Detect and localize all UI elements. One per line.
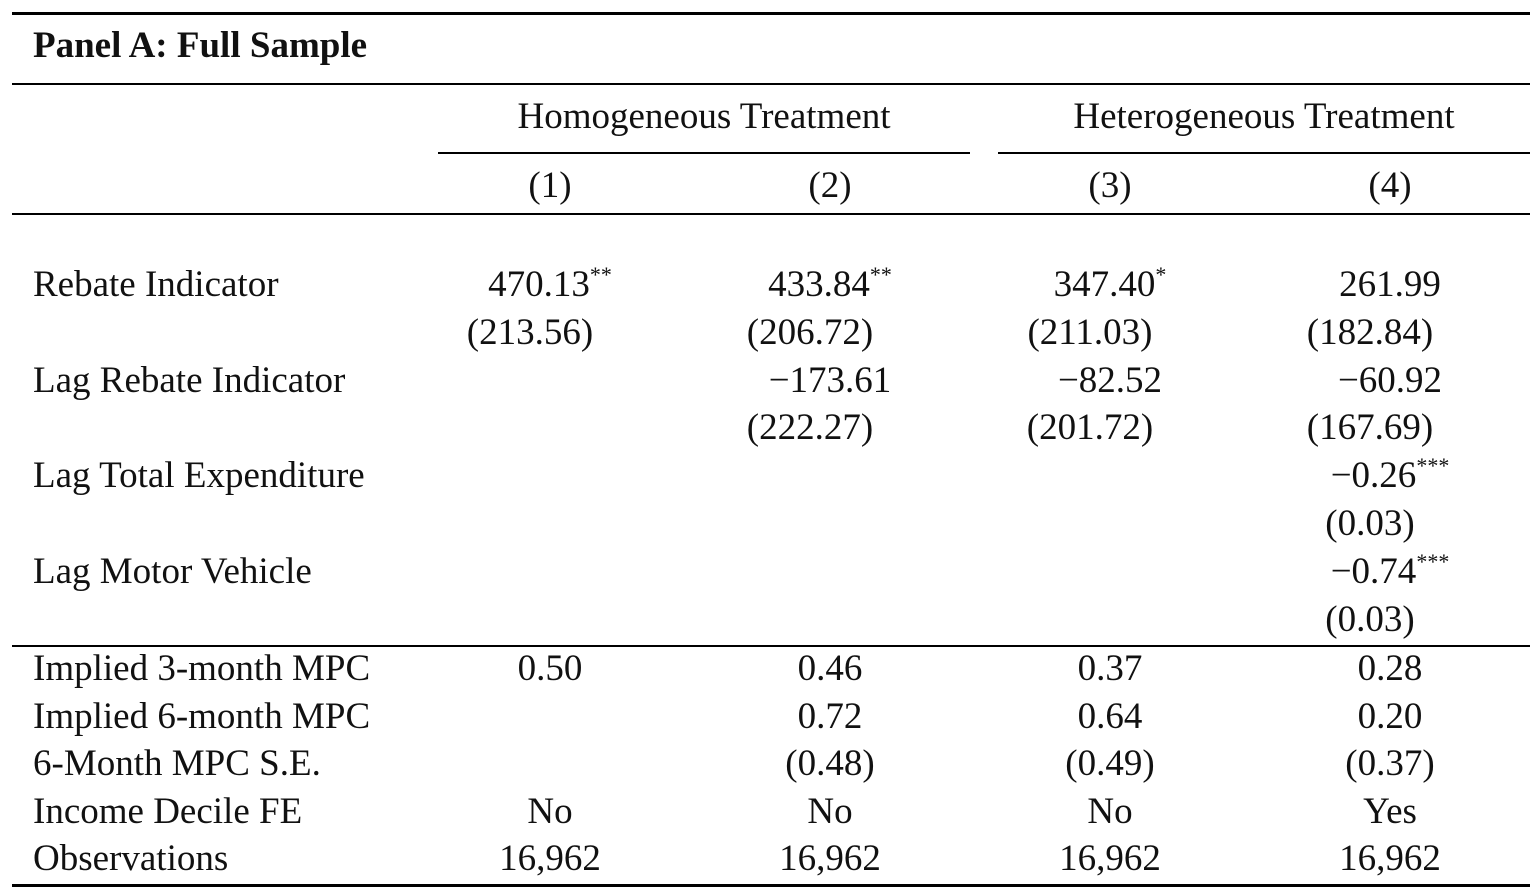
coefficient-value: −60.92 xyxy=(1337,359,1443,401)
column-header-3: (3) xyxy=(1088,165,1132,206)
standard-error-cell: (167.69) xyxy=(1306,407,1434,449)
significance-stars: *** xyxy=(1416,453,1450,479)
stat-label: 6-Month MPC S.E. xyxy=(33,743,321,784)
top-rule xyxy=(12,12,1530,15)
significance-stars: * xyxy=(1155,262,1167,287)
row-label: Lag Motor Vehicle xyxy=(33,550,312,592)
stat-value: (0.49) xyxy=(1065,743,1155,784)
coefficient-cell: −60.92 xyxy=(1280,357,1500,405)
coefficient-cell: −173.61 xyxy=(720,357,940,405)
regression-table: Panel A: Full Sample Homogeneous Treatme… xyxy=(12,0,1530,892)
stat-value: 0.37 xyxy=(1077,648,1143,689)
group-header-homogeneous: Homogeneous Treatment xyxy=(517,96,891,137)
coefficient-value: 261.99 xyxy=(1339,264,1441,305)
coefficient-value: −0.74 xyxy=(1330,550,1417,592)
standard-error-cell: (0.03) xyxy=(1325,598,1415,640)
bottom-rule xyxy=(12,884,1530,887)
stat-value: (0.37) xyxy=(1345,743,1435,784)
column-header-1: (1) xyxy=(528,165,572,206)
coefficient-cell: −82.52 xyxy=(1000,357,1220,405)
group-header-heterogeneous: Heterogeneous Treatment xyxy=(1073,96,1455,137)
row-label: Lag Total Expenditure xyxy=(33,455,365,497)
coefficient-cell: 347.40* xyxy=(1000,261,1220,309)
significance-stars: *** xyxy=(1416,548,1450,574)
significance-stars: ** xyxy=(869,262,892,287)
stat-value: No xyxy=(807,790,853,832)
stat-value: 16,962 xyxy=(779,838,881,879)
stat-value: Yes xyxy=(1363,790,1417,832)
coefficient-cell: 433.84** xyxy=(720,261,940,309)
coefficient-cell: −0.74*** xyxy=(1280,548,1500,596)
standard-error-cell: (213.56) xyxy=(466,311,594,353)
stat-label: Income Decile FE xyxy=(33,790,303,832)
standard-error-cell: (201.72) xyxy=(1026,407,1154,449)
stat-value: 0.28 xyxy=(1357,648,1423,689)
stat-value: No xyxy=(527,790,573,832)
significance-stars: ** xyxy=(589,262,612,287)
coefficient-value: −82.52 xyxy=(1057,359,1163,401)
stat-value: 16,962 xyxy=(499,838,601,879)
column-header-4: (4) xyxy=(1368,165,1412,206)
standard-error-cell: (0.03) xyxy=(1325,503,1415,544)
standard-error-cell: (211.03) xyxy=(1027,311,1153,353)
stat-value: 0.72 xyxy=(797,695,863,737)
stat-label: Implied 3-month MPC xyxy=(33,648,371,689)
standard-error-cell: (222.27) xyxy=(746,407,874,449)
panel-title: Panel A: Full Sample xyxy=(33,25,368,66)
standard-error-cell: (206.72) xyxy=(746,311,874,353)
standard-error-cell: (182.84) xyxy=(1306,311,1434,353)
stat-label: Observations xyxy=(33,838,229,879)
group-rule-heterogeneous xyxy=(998,152,1530,154)
coefficient-value: 347.40 xyxy=(1053,264,1156,305)
stat-value: 0.64 xyxy=(1077,695,1143,737)
stat-value: 16,962 xyxy=(1339,838,1441,879)
header-rule xyxy=(12,213,1530,215)
row-label: Lag Rebate Indicator xyxy=(33,359,346,401)
coefficient-cell: 470.13** xyxy=(440,261,660,309)
coefficient-cell: 261.99 xyxy=(1280,261,1500,309)
stat-value: 16,962 xyxy=(1059,838,1161,879)
panel-rule xyxy=(12,83,1530,85)
stats-rule xyxy=(12,645,1530,647)
stat-value: 0.50 xyxy=(517,648,583,689)
coefficient-value: −0.26 xyxy=(1330,455,1417,497)
stat-value: 0.46 xyxy=(797,648,863,689)
row-label: Rebate Indicator xyxy=(33,264,279,305)
coefficient-value: 433.84 xyxy=(768,264,870,305)
stat-value: 0.20 xyxy=(1357,695,1423,737)
coefficient-value: −173.61 xyxy=(768,359,892,401)
group-rule-homogeneous xyxy=(438,152,970,154)
column-header-2: (2) xyxy=(808,165,852,206)
stat-label: Implied 6-month MPC xyxy=(33,695,371,737)
coefficient-cell: −0.26*** xyxy=(1280,452,1500,500)
stat-value: No xyxy=(1087,790,1133,832)
coefficient-value: 470.13 xyxy=(488,264,590,305)
stat-value: (0.48) xyxy=(785,743,875,784)
